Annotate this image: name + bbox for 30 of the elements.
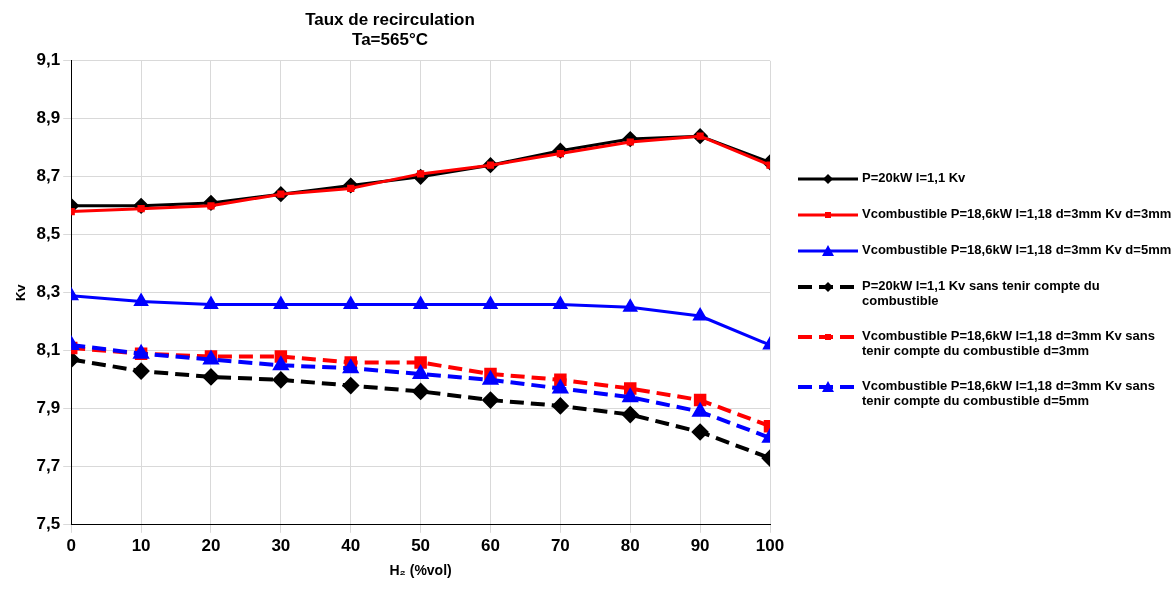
legend-label: Vcombustible P=18,6kW l=1,18 d=3mm Kv sans tenir compte du combustible d=3mm — [862, 328, 1156, 358]
x-tick-label: 60 — [481, 535, 500, 555]
x-tick-label: 0 — [66, 535, 76, 555]
y-tick-label: 7,7 — [36, 456, 61, 476]
x-tick-label: 70 — [550, 535, 570, 555]
x-tick-label: 80 — [620, 535, 640, 555]
x-tick-label: 20 — [201, 535, 221, 555]
y-tick-label: 8,5 — [36, 224, 61, 244]
y-axis-title: Kv — [13, 283, 29, 302]
legend-label: P=20kW l=1,1 Kv — [862, 170, 966, 185]
x-tick-label: 90 — [690, 535, 710, 555]
y-tick-label: 8,1 — [36, 340, 61, 360]
x-axis-title: H₂ (%vol) — [389, 562, 452, 579]
x-tick-label: 50 — [411, 535, 431, 555]
chart-subtitle: Ta=565°C — [352, 30, 428, 50]
legend-label: Vcombustible P=18,6kW l=1,18 d=3mm Kv d=5mm — [862, 242, 1172, 257]
y-tick-label: 9,1 — [36, 50, 61, 70]
y-tick-label: 7,5 — [36, 514, 61, 534]
y-tick-label: 8,3 — [36, 282, 61, 302]
x-tick-label: 100 — [755, 535, 785, 555]
y-tick-label: 8,7 — [36, 166, 61, 186]
legend-label: Vcombustible P=18,6kW l=1,18 d=3mm Kv sans tenir compte du combustible d=5mm — [862, 378, 1156, 408]
legend-label: Vcombustible P=18,6kW l=1,18 d=3mm Kv d=3mm — [862, 206, 1172, 221]
y-tick-label: 7,9 — [36, 398, 61, 418]
legend-label: P=20kW l=1,1 Kv sans tenir compte du combustible — [862, 278, 1101, 308]
x-tick-label: 30 — [271, 535, 291, 555]
x-tick-label: 10 — [131, 535, 151, 555]
x-tick-label: 40 — [341, 535, 361, 555]
chart-title: Taux de recirculation — [305, 9, 475, 29]
y-tick-label: 8,9 — [36, 108, 61, 128]
